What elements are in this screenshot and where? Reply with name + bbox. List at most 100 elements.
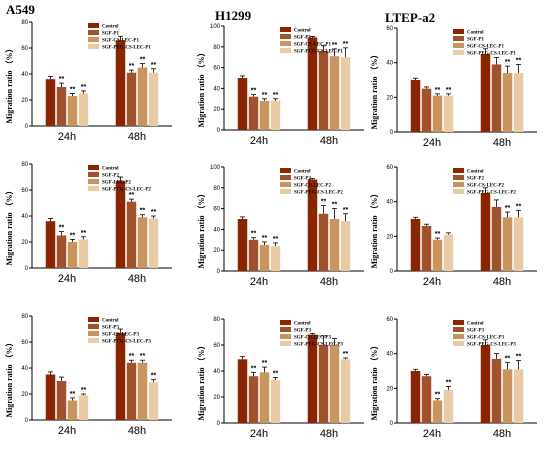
x-tick-label: 24h xyxy=(423,428,441,440)
legend-swatch xyxy=(88,23,99,28)
significance-label: ** xyxy=(81,84,87,91)
significance-label: ** xyxy=(516,57,522,64)
significance-label: ** xyxy=(129,192,135,199)
significance-label: ** xyxy=(81,230,87,237)
bar xyxy=(491,206,502,271)
y-tick-label: 40 xyxy=(21,366,28,372)
bar xyxy=(126,201,137,268)
y-tick-label: 40 xyxy=(386,352,393,358)
bar xyxy=(307,37,318,130)
y-tick-label: 60 xyxy=(21,46,28,52)
legend-swatch xyxy=(280,327,291,332)
bar xyxy=(237,359,248,423)
legend-label: SGF-P2 xyxy=(102,174,119,179)
x-tick-label: 24h xyxy=(423,276,441,288)
y-axis-label: Migration ratio （%） xyxy=(4,186,14,265)
legend-swatch xyxy=(453,36,464,41)
legend-label: Control xyxy=(294,322,311,327)
x-tick-label: 48h xyxy=(320,135,338,147)
significance-label: ** xyxy=(516,354,522,361)
x-tick-label: 48h xyxy=(320,428,338,440)
bar xyxy=(78,395,89,420)
bar xyxy=(340,221,351,271)
y-tick-label: 40 xyxy=(21,72,28,78)
bar xyxy=(410,219,421,271)
chart-panel-2: 0 20 40 60 80 100 Migration ratio （%） ** ** ** 24h… xyxy=(192,22,370,167)
y-axis-label: Migration ratio （%） xyxy=(4,338,14,417)
bar xyxy=(270,246,281,271)
x-tick-label: 24h xyxy=(58,273,76,285)
bar xyxy=(137,217,148,268)
y-axis-label: Migration ratio （%） xyxy=(196,341,206,420)
legend-label: SGF-CS-LEC-P1 xyxy=(294,43,331,48)
legend-label: SGF-P2 xyxy=(294,177,311,182)
legend-swatch xyxy=(280,341,291,346)
significance-label: ** xyxy=(273,92,279,99)
legend-swatch xyxy=(453,334,464,339)
bar xyxy=(126,362,137,420)
bar xyxy=(410,371,421,423)
legend-label: Control xyxy=(467,170,484,175)
legend-swatch xyxy=(88,317,99,322)
legend-swatch xyxy=(88,186,99,191)
legend-swatch xyxy=(280,175,291,180)
significance-label: ** xyxy=(505,59,511,66)
bar xyxy=(443,95,454,132)
legend-swatch xyxy=(88,172,99,177)
bar xyxy=(78,93,89,126)
significance-label: ** xyxy=(343,207,349,214)
significance-label: ** xyxy=(140,57,146,64)
y-tick-label: 0 xyxy=(217,128,221,134)
bar xyxy=(502,73,513,132)
bar xyxy=(443,390,454,423)
bar xyxy=(270,380,281,423)
y-tick-label: 60 xyxy=(213,66,220,72)
significance-label: ** xyxy=(446,380,452,387)
legend-swatch xyxy=(453,175,464,180)
bar xyxy=(513,369,524,423)
y-tick-label: 60 xyxy=(21,188,28,194)
chart-panel-7: 0 20 40 60 80 Migration ratio （%） ** ** 24h ** ** *… xyxy=(0,312,178,457)
y-tick-label: 80 xyxy=(21,314,28,320)
bar xyxy=(259,100,270,130)
y-tick-label: 60 xyxy=(213,343,220,349)
x-tick-label: 24h xyxy=(423,137,441,149)
bar xyxy=(502,369,513,423)
bar xyxy=(45,221,56,268)
bar xyxy=(67,400,78,420)
bar xyxy=(480,193,491,271)
bar xyxy=(78,239,89,268)
significance-label: ** xyxy=(262,235,268,242)
significance-label: ** xyxy=(262,92,268,99)
column-title-a549: A549 xyxy=(6,2,35,17)
legend-label: SGF-P3 xyxy=(467,329,484,334)
legend-label: Control xyxy=(467,31,484,36)
significance-label: ** xyxy=(273,371,279,378)
x-tick-label: 48h xyxy=(493,276,511,288)
bar-chart: 0 20 40 60 80 Migration ratio （%） ** ** ** 24h ** *… xyxy=(4,20,172,143)
bar-chart: 0 20 40 60 Migration ratio （%） ** ** 24h ** ** 48h… xyxy=(369,317,537,440)
significance-label: ** xyxy=(251,365,257,372)
significance-label: ** xyxy=(251,88,257,95)
x-tick-label: 48h xyxy=(493,137,511,149)
chart-panel-3: 0 20 40 60 Migration ratio （%） ** ** 24h ** ** 48h… xyxy=(365,24,543,169)
y-tick-label: 80 xyxy=(213,186,220,192)
bar xyxy=(259,372,270,423)
bar xyxy=(329,219,340,271)
legend-swatch xyxy=(280,334,291,339)
y-tick-label: 80 xyxy=(21,162,28,168)
legend-swatch xyxy=(280,34,291,39)
significance-label: ** xyxy=(321,198,327,205)
legend-swatch xyxy=(88,44,99,49)
legend-label: SGF-CS-LEC-P2 xyxy=(467,184,504,189)
significance-label: ** xyxy=(151,373,157,380)
y-axis-label: Migration ratio （%） xyxy=(369,341,379,420)
significance-label: ** xyxy=(70,87,76,94)
column-title-ltep-a2: LTEP-a2 xyxy=(385,10,436,25)
significance-label: ** xyxy=(262,360,268,367)
bar-chart: 0 20 40 60 80 100 Migration ratio （%） ** ** ** 24h… xyxy=(196,24,364,147)
legend-label: Control xyxy=(294,29,311,34)
x-tick-label: 24h xyxy=(250,135,268,147)
y-tick-label: 20 xyxy=(21,98,28,104)
y-tick-label: 60 xyxy=(386,165,393,171)
